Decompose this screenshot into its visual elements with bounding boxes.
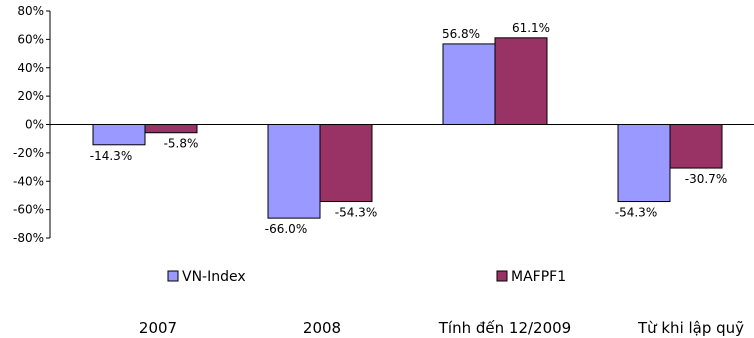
category-labels: 2007 2008 Tính đến 12/2009 Từ khi lập quỹ — [139, 319, 744, 337]
bar-mafpf1 — [669, 124, 723, 169]
bar-mafpf1 — [319, 124, 373, 203]
y-tick-label: 80% — [17, 4, 44, 18]
data-labels: -14.3% -5.8% -66.0% -54.3% 56.8% 61.1% -54.3% -… — [90, 21, 727, 236]
legend-label: VN-Index — [182, 269, 246, 285]
bar-mafpf1 — [144, 124, 198, 134]
data-label: -30.7% — [685, 172, 727, 186]
y-tick-label: 20% — [17, 89, 44, 103]
category-label: 2007 — [139, 319, 177, 337]
bar-mafpf1 — [494, 37, 548, 125]
legend-swatch — [496, 270, 508, 282]
category-label: Từ khi lập quỹ — [637, 319, 744, 337]
bar-vn-index — [267, 124, 321, 219]
data-label: -54.3% — [615, 206, 657, 220]
y-tick-label: -80% — [13, 231, 44, 245]
y-tick-label: -40% — [13, 174, 44, 188]
bar-vn-index — [92, 124, 146, 146]
chart-axes: 80% 60% 40% 20% 0% -20% -40% -60% -80% — [13, 4, 754, 245]
data-label: -5.8% — [164, 137, 199, 151]
data-label: -66.0% — [265, 222, 307, 236]
y-tick-label: 60% — [17, 32, 44, 46]
legend-swatch — [167, 270, 179, 282]
legend-label: MAFPF1 — [511, 269, 566, 285]
bar-vn-index — [617, 124, 671, 203]
category-label: Tính đến 12/2009 — [438, 319, 571, 337]
data-label: 56.8% — [442, 27, 480, 41]
category-label: 2008 — [303, 319, 341, 337]
data-label: -54.3% — [335, 206, 377, 220]
data-label: -14.3% — [90, 149, 132, 163]
chart-bars — [92, 37, 723, 219]
data-label: 61.1% — [512, 21, 550, 35]
legend: VN-Index MAFPF1 — [167, 269, 566, 285]
y-tick-label: 40% — [17, 61, 44, 75]
y-tick-label: -60% — [13, 203, 44, 217]
y-tick-label: -20% — [13, 146, 44, 160]
bar-vn-index — [442, 43, 496, 125]
y-tick-label: 0% — [25, 118, 44, 132]
